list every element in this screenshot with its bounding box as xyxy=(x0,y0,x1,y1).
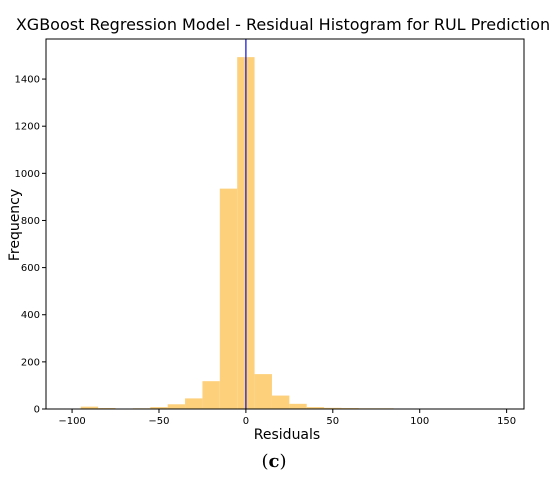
x-tick-label: 150 xyxy=(497,416,516,427)
caption-letter: c xyxy=(269,451,280,472)
y-tick-label: 0 xyxy=(34,405,40,416)
chart-title: XGBoost Regression Model - Residual Hist… xyxy=(16,15,550,34)
x-tick-label: −100 xyxy=(58,416,85,427)
histogram-bars xyxy=(80,57,446,410)
histogram-bar xyxy=(271,395,290,409)
caption-close-paren: ) xyxy=(279,451,286,472)
y-tick-label: 1200 xyxy=(15,122,40,133)
histogram-bar xyxy=(167,404,186,409)
x-tick-label: 100 xyxy=(410,416,429,427)
y-tick-label: 1000 xyxy=(15,169,40,180)
x-tick-label: 0 xyxy=(243,416,249,427)
y-tick-label: 800 xyxy=(21,216,40,227)
histogram-bar xyxy=(185,398,203,409)
figure-caption: (c) xyxy=(261,451,286,472)
y-tick-label: 1400 xyxy=(15,75,40,86)
y-tick-label: 600 xyxy=(21,263,40,274)
histogram-bar xyxy=(202,381,220,409)
histogram-bar xyxy=(80,406,99,409)
x-axis-ticks: −100 −50 0 50 100 150 xyxy=(58,409,516,427)
y-axis-ticks: 0 200 400 600 800 1000 1200 1400 xyxy=(15,75,46,416)
histogram-bar xyxy=(254,374,272,409)
histogram-bar xyxy=(289,403,307,409)
histogram-bar xyxy=(306,407,325,409)
x-axis-label: Residuals xyxy=(254,427,320,443)
plot-area: −100 −50 0 50 100 150 0 200 400 600 800 1000 1200 14… xyxy=(15,38,525,427)
plot-frame xyxy=(45,38,525,410)
y-axis-label: Frequency xyxy=(7,189,23,261)
x-tick-label: 50 xyxy=(326,416,339,427)
histogram-bar xyxy=(324,407,342,409)
histogram-bar xyxy=(219,188,238,409)
histogram-bar xyxy=(150,407,168,409)
x-tick-label: −50 xyxy=(148,416,169,427)
y-tick-label: 200 xyxy=(21,357,40,368)
caption-open-paren: ( xyxy=(261,451,268,472)
y-tick-label: 400 xyxy=(21,310,40,321)
